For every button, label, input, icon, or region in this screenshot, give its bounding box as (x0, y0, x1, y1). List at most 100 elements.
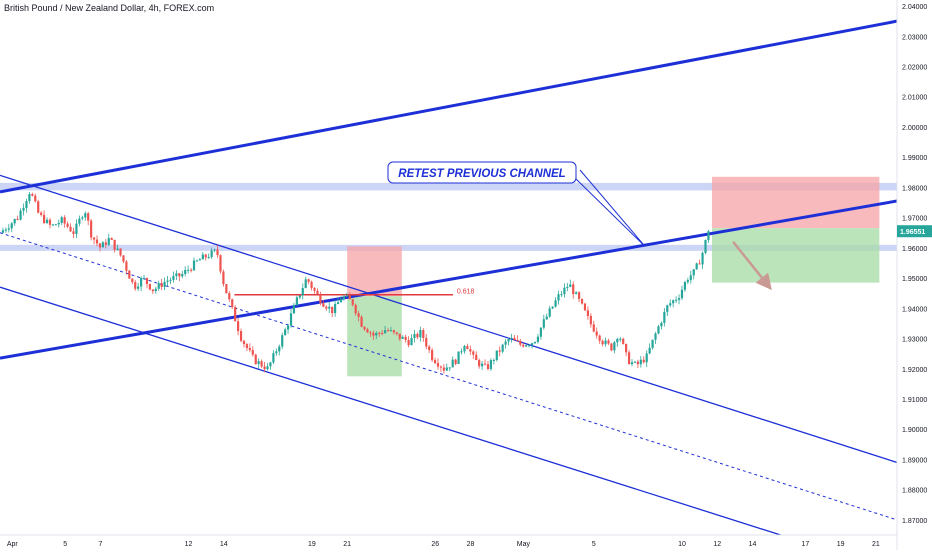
candle (234, 305, 237, 322)
candle (60, 215, 63, 226)
candle-body (522, 344, 525, 347)
candle-body (483, 363, 487, 365)
candle (119, 248, 122, 257)
candle-body (322, 303, 325, 307)
candle-body (278, 346, 281, 352)
candle (413, 330, 416, 343)
candle-body (425, 337, 428, 347)
candle-body (110, 238, 113, 240)
candle (454, 358, 457, 366)
candle-body (313, 288, 316, 291)
candle-body (704, 240, 707, 253)
candle (72, 227, 75, 239)
candle (369, 330, 372, 337)
candle-body (81, 217, 84, 219)
y-tick-label: 1.92000 (902, 367, 927, 374)
candle-body (339, 299, 343, 303)
falling-channel-bottom-line (0, 286, 781, 535)
candle (19, 208, 22, 221)
candle-body (413, 333, 416, 339)
candle-body (630, 362, 634, 365)
candle-body (516, 340, 519, 342)
x-tick-label: 10 (678, 541, 686, 548)
candle-body (19, 210, 22, 220)
candle (345, 292, 348, 298)
candle-body (378, 332, 381, 334)
candle-body (422, 330, 425, 338)
candle (378, 331, 381, 337)
candle-body (363, 326, 366, 330)
candle-body (381, 333, 384, 335)
x-tick-label: 14 (220, 541, 228, 548)
candle-body (104, 242, 107, 245)
candle-body (654, 333, 657, 340)
candle (539, 327, 542, 340)
candle-body (695, 263, 698, 270)
candle (407, 336, 410, 348)
candle (416, 332, 419, 340)
candle-body (575, 292, 578, 295)
candle-body (442, 367, 445, 371)
symbol-title: British Pound / New Zealand Dollar, 4h, … (4, 3, 215, 13)
candle (586, 306, 590, 320)
candle-body (383, 330, 387, 334)
candle-body (513, 337, 516, 341)
candle-body (195, 260, 199, 262)
candle (139, 276, 143, 292)
candle-body (451, 359, 454, 368)
candle (592, 320, 595, 333)
candle (707, 229, 710, 244)
candle (216, 245, 219, 258)
candle-body (92, 237, 96, 240)
candle (636, 359, 639, 369)
candle (207, 253, 210, 259)
y-tick-label: 1.98000 (902, 185, 927, 192)
candle (530, 342, 534, 349)
candle (87, 211, 90, 226)
candle (501, 343, 504, 354)
candle (95, 235, 99, 247)
candle-body (4, 229, 7, 231)
candle-body (463, 346, 466, 352)
x-tick-label: Apr (7, 541, 19, 548)
candle-body (63, 217, 66, 224)
candle-body (510, 337, 513, 339)
candle-body (592, 324, 595, 332)
candle-body (460, 351, 463, 353)
candle (507, 337, 510, 346)
candle-body (436, 362, 440, 367)
candle (148, 283, 152, 291)
candle-body (66, 223, 69, 227)
candle (181, 270, 184, 279)
candle (37, 199, 40, 214)
candle-body (242, 340, 246, 345)
x-tick-label: May (517, 541, 531, 548)
candle (354, 303, 357, 316)
candle-body (577, 292, 581, 299)
candle (198, 257, 201, 261)
candle-body (475, 354, 478, 361)
candle (536, 333, 540, 344)
candle (142, 274, 146, 280)
candle-body (40, 212, 43, 215)
candle-body (633, 361, 637, 363)
candle-body (554, 300, 557, 307)
candle-body (551, 306, 554, 309)
candle-body (113, 239, 116, 250)
candle (642, 356, 645, 364)
candle-body (122, 255, 125, 262)
candle (7, 224, 10, 233)
candle-body (533, 341, 537, 344)
candle (304, 276, 307, 289)
candle-body (604, 340, 607, 345)
candle (69, 223, 72, 232)
candle-body (369, 332, 372, 334)
candle (522, 342, 525, 348)
candle-body (627, 352, 631, 365)
candle-body (210, 250, 213, 258)
candle (433, 357, 437, 365)
candle (486, 360, 490, 371)
candle-body (139, 277, 143, 287)
